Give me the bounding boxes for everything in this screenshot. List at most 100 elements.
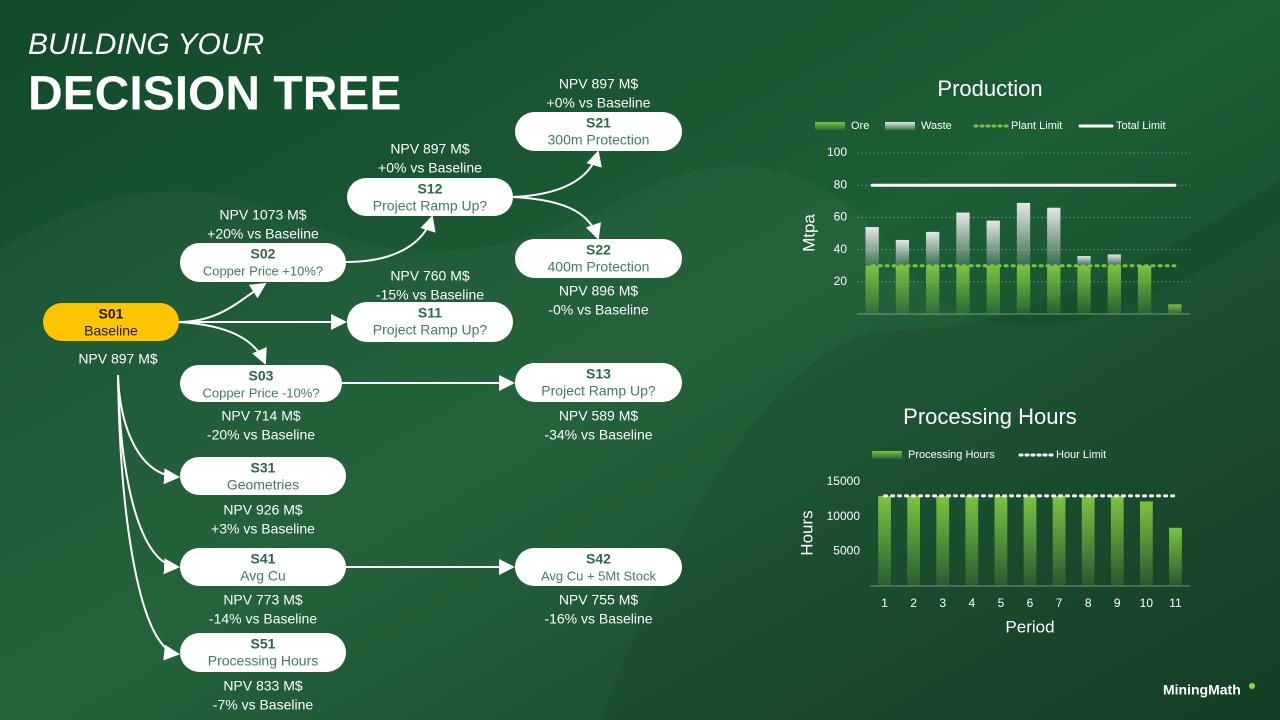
node-label: Copper Price +10%?: [203, 263, 323, 278]
node-npv: NPV 714 M$: [221, 408, 301, 424]
x-tick-label: 11: [1169, 596, 1182, 610]
node-delta: -14% vs Baseline: [209, 611, 317, 627]
legend-label: Hour Limit: [1056, 449, 1106, 461]
node-id: S21: [586, 115, 611, 131]
node-label: 300m Protection: [548, 132, 650, 148]
tree-node: [180, 457, 346, 495]
bar: [1052, 495, 1066, 586]
x-tick-label: 6: [1027, 596, 1034, 610]
node-npv: NPV 760 M$: [390, 268, 470, 284]
node-id: S42: [586, 551, 611, 567]
tree-node: [515, 363, 682, 402]
bar: [926, 231, 940, 266]
bar: [1047, 207, 1061, 266]
y-tick-label: 15000: [827, 474, 861, 488]
y-tick-label: 80: [834, 177, 848, 191]
node-delta: +0% vs Baseline: [378, 160, 482, 176]
node-npv: NPV 897 M$: [559, 76, 639, 92]
bar: [965, 495, 979, 586]
node-label: Avg Cu + 5Mt Stock: [541, 568, 657, 583]
node-delta: +20% vs Baseline: [207, 226, 319, 242]
node-label: Project Ramp Up?: [373, 322, 488, 338]
node-npv: NPV 897 M$: [390, 141, 470, 157]
node-id: S22: [586, 242, 611, 258]
bar: [956, 265, 970, 314]
bar: [1139, 501, 1153, 586]
tree-node: [43, 303, 179, 341]
node-label: Baseline: [84, 323, 138, 339]
bar: [986, 265, 1000, 314]
x-tick-label: 1: [881, 596, 888, 610]
x-tick-label: 5: [998, 596, 1005, 610]
node-delta: +3% vs Baseline: [211, 521, 315, 537]
edge: [345, 215, 436, 263]
y-axis-label: Mtpa: [799, 214, 818, 252]
tree-node: [180, 633, 346, 672]
x-tick-label: 7: [1056, 596, 1063, 610]
node-label: 400m Protection: [548, 259, 650, 275]
mountain: [600, 180, 1280, 720]
node-delta: +0% vs Baseline: [547, 95, 651, 111]
x-tick-label: 2: [910, 596, 917, 610]
bar: [1077, 256, 1091, 266]
legend-label: Plant Limit: [1011, 120, 1062, 132]
node-npv: NPV 589 M$: [559, 408, 639, 424]
bar: [926, 265, 940, 314]
bar: [1077, 265, 1091, 314]
bar: [956, 212, 970, 266]
node-delta: -20% vs Baseline: [207, 427, 315, 443]
node-id: S03: [249, 368, 274, 384]
node-id: S11: [418, 305, 442, 321]
bar: [1016, 265, 1031, 314]
legend-label: Processing Hours: [908, 449, 995, 461]
node-id: S12: [418, 181, 443, 197]
node-npv: NPV 1073 M$: [219, 207, 306, 223]
chart-title: Processing Hours: [903, 404, 1077, 429]
node-label: Avg Cu: [240, 568, 286, 584]
x-tick-label: 3: [939, 596, 946, 610]
edge: [117, 374, 180, 661]
bar: [1169, 527, 1182, 586]
node-id: S13: [586, 366, 611, 382]
y-tick-label: 60: [834, 210, 848, 224]
node-id: S02: [251, 246, 276, 262]
tree-node: [347, 302, 513, 342]
bar: [865, 265, 879, 314]
title: DECISION TREE: [28, 68, 401, 121]
logo: MiningMath: [1163, 682, 1241, 698]
bar: [865, 227, 879, 266]
tree-node: [515, 548, 682, 586]
node-npv: NPV 755 M$: [559, 592, 639, 608]
tree-edges: [117, 150, 602, 661]
y-tick-label: 40: [834, 242, 848, 256]
tree-node: [180, 548, 346, 586]
node-label: Project Ramp Up?: [541, 383, 656, 399]
node-label: Copper Price -10%?: [202, 385, 319, 400]
bar: [895, 265, 910, 314]
tree-node: [180, 365, 342, 402]
bar: [1107, 254, 1121, 266]
node-id: S51: [251, 636, 276, 652]
tree-node: [180, 243, 346, 282]
legend-label: Ore: [851, 120, 869, 132]
node-delta: -7% vs Baseline: [213, 697, 314, 713]
node-id: S31: [251, 460, 276, 476]
node-label: Geometries: [227, 477, 299, 493]
tree-node: [347, 178, 513, 216]
edge: [512, 196, 601, 240]
x-tick-label: 4: [968, 596, 975, 610]
node-npv: NPV 773 M$: [223, 592, 303, 608]
x-axis-label: Period: [1005, 617, 1054, 636]
edge: [512, 150, 602, 198]
node-npv: NPV 896 M$: [559, 283, 639, 299]
node-delta: -15% vs Baseline: [376, 287, 484, 303]
y-axis-label: Hours: [797, 510, 816, 555]
node-label: Processing Hours: [208, 653, 319, 669]
bar: [1016, 202, 1031, 266]
y-tick-label: 5000: [833, 544, 860, 558]
legend-swatch: [885, 122, 915, 130]
legend-swatch: [815, 122, 845, 130]
bar: [986, 220, 1000, 266]
